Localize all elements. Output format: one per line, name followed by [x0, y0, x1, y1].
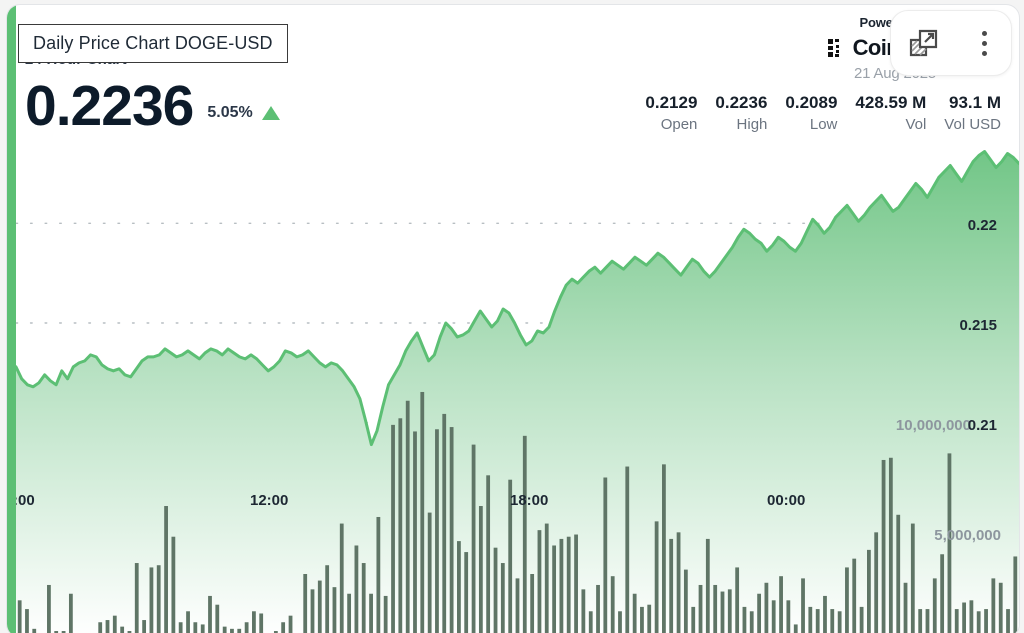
stat-low-value: 0.2089	[785, 93, 838, 112]
open-in-new-button[interactable]	[907, 26, 941, 60]
floating-toolbar[interactable]	[890, 10, 1012, 76]
time-tick-3: 00:00	[767, 492, 806, 509]
stat-vol-value: 428.59 M	[855, 93, 927, 112]
change-percent: 5.05%	[207, 104, 253, 122]
ohlcv-stats: 0.2129 Open 0.2236 High 0.2089 Low 428.5…	[645, 93, 1001, 133]
stat-low-label: Low	[809, 116, 838, 133]
stat-open: 0.2129 Open	[645, 93, 697, 133]
price-tick-0: 0.22	[967, 217, 997, 234]
chart-canvas	[14, 150, 1019, 633]
more-options-button[interactable]	[974, 27, 995, 60]
trend-up-icon	[261, 106, 280, 121]
price-tick-2: 0.21	[967, 417, 997, 434]
price-change: 5.05%	[207, 104, 280, 122]
stat-open-value: 0.2129	[645, 93, 698, 112]
stat-vol: 428.59 M Vol	[855, 93, 926, 133]
stat-vol-usd-value: 93.1 M	[949, 93, 1001, 112]
volume-tick-0: 10,000,000	[895, 417, 971, 434]
kebab-dot-3	[981, 50, 987, 56]
volume-bars	[17, 391, 1018, 633]
stat-high-value: 0.2236	[715, 93, 768, 112]
kebab-dot-2	[981, 40, 987, 46]
stat-open-label: Open	[660, 116, 698, 133]
time-tick-0: :00	[13, 492, 35, 509]
chart-plot-area[interactable]	[7, 5, 1019, 633]
current-price: 0.2236	[25, 74, 194, 138]
time-tick-1: 12:00	[250, 492, 289, 509]
price-area-fill	[15, 151, 1019, 633]
stat-high: 0.2236 High	[715, 93, 767, 133]
chart-annotation-label: Daily Price Chart DOGE-USD	[18, 24, 288, 63]
kebab-dot-1	[981, 30, 987, 36]
time-tick-2: 18:00	[510, 492, 549, 509]
stat-high-label: High	[736, 116, 768, 133]
volume-tick-1: 5,000,000	[934, 527, 1001, 544]
stat-vol-label: Vol	[905, 116, 927, 133]
chart-header: 24 Hour Chart 0.2236 5.05%	[25, 51, 280, 138]
stat-vol-usd: 93.1 M Vol USD	[944, 93, 1001, 133]
open-in-new-icon	[910, 29, 938, 57]
price-line	[14, 150, 1019, 447]
price-chart-card: 0.22 0.215 0.21 10,000,000 5,000,000 :00…	[6, 4, 1020, 633]
left-accent-rail	[7, 5, 16, 633]
stat-vol-usd-label: Vol USD	[944, 116, 1001, 133]
price-row: 0.2236 5.05%	[25, 74, 280, 138]
stat-low: 0.2089 Low	[785, 93, 837, 133]
price-tick-1: 0.215	[959, 317, 997, 334]
coingecko-logo-icon	[827, 38, 849, 58]
